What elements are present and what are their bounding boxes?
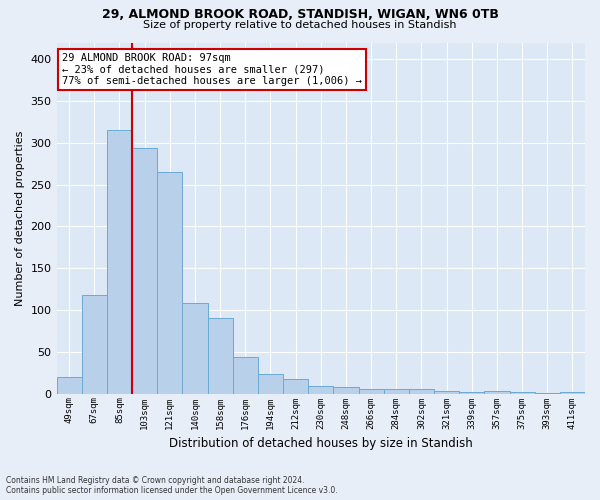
Bar: [359, 390, 383, 394]
Bar: [258, 374, 283, 394]
Bar: [157, 172, 182, 394]
Bar: [132, 148, 157, 394]
Text: Contains HM Land Registry data © Crown copyright and database right 2024.
Contai: Contains HM Land Registry data © Crown c…: [6, 476, 338, 495]
Bar: [509, 392, 535, 394]
Text: Size of property relative to detached houses in Standish: Size of property relative to detached ho…: [143, 20, 457, 30]
Y-axis label: Number of detached properties: Number of detached properties: [15, 130, 25, 306]
Bar: [82, 295, 107, 394]
Bar: [459, 392, 484, 394]
Bar: [182, 304, 208, 394]
Bar: [56, 377, 82, 394]
X-axis label: Distribution of detached houses by size in Standish: Distribution of detached houses by size …: [169, 437, 473, 450]
Bar: [484, 391, 509, 394]
Bar: [560, 392, 585, 394]
Text: 29 ALMOND BROOK ROAD: 97sqm
← 23% of detached houses are smaller (297)
77% of se: 29 ALMOND BROOK ROAD: 97sqm ← 23% of det…: [62, 53, 362, 86]
Bar: [308, 386, 334, 394]
Bar: [434, 391, 459, 394]
Bar: [233, 357, 258, 394]
Bar: [208, 318, 233, 394]
Bar: [535, 393, 560, 394]
Bar: [409, 388, 434, 394]
Bar: [283, 378, 308, 394]
Bar: [334, 387, 359, 394]
Bar: [383, 390, 409, 394]
Text: 29, ALMOND BROOK ROAD, STANDISH, WIGAN, WN6 0TB: 29, ALMOND BROOK ROAD, STANDISH, WIGAN, …: [101, 8, 499, 20]
Bar: [107, 130, 132, 394]
